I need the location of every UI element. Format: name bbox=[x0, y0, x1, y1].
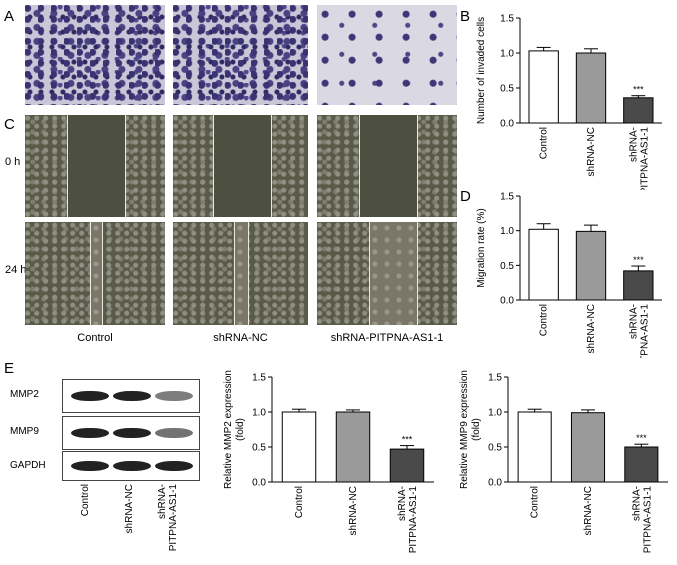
x-tick-label-e-mmp2-shrna-pitpna-as1-1: shRNA-PITPNA-AS1-1 bbox=[397, 486, 419, 554]
x-tick-label-d-shrna-pitpna-as1-1: shRNA-PITPNA-AS1-1 bbox=[628, 304, 650, 358]
x-tick-label-e-mmp2-shrna-nc: shRNA-NC bbox=[348, 486, 359, 535]
blot-strip-mmp9 bbox=[62, 416, 200, 450]
x-tick-label-d-shrna-nc: shRNA-NC bbox=[586, 304, 597, 353]
y-tick-label: 1.5 bbox=[488, 373, 502, 384]
y-tick-label: 0.5 bbox=[500, 261, 514, 272]
invasion-image-shrna-nc bbox=[173, 5, 308, 105]
y-tick-label: 1.0 bbox=[252, 408, 266, 419]
y-tick-label: 1.0 bbox=[500, 226, 514, 237]
y-tick-label: 0.0 bbox=[500, 296, 514, 307]
x-tick-label-b-control: Control bbox=[539, 127, 550, 159]
timepoint-label-0h: 0 h bbox=[5, 156, 21, 168]
chart-mmp2-expression: 0.0 0.5 1.0 1.5 Relative MMP2 expression(fol… bbox=[223, 370, 434, 554]
panel-letter-b: B bbox=[460, 8, 471, 25]
chart-mmp9-expression: 0.0 0.5 1.0 1.5 Relative MMP9 expression(fol… bbox=[459, 370, 668, 554]
y-axis-label: Migration rate (%) bbox=[476, 208, 487, 287]
panel-letter-d: D bbox=[460, 188, 471, 205]
y-tick-label: 1.5 bbox=[252, 373, 266, 384]
y-tick-label: 0.0 bbox=[488, 478, 502, 489]
timepoint-label-24h: 24 h bbox=[5, 264, 27, 276]
y-tick-label: 0.5 bbox=[252, 443, 266, 454]
bar-e-mmp2-shrna-pitpna-as1-1 bbox=[389, 448, 425, 483]
blot-label-mmp2: MMP2 bbox=[10, 389, 39, 400]
y-tick-label: 0.5 bbox=[500, 84, 514, 95]
bar-e-mmp9-shrna-nc bbox=[570, 412, 606, 483]
wound-image-shrna-nc-24h bbox=[173, 222, 308, 325]
bar-e-mmp9-control bbox=[517, 411, 552, 483]
x-tick-label-e-mmp9-shrna-nc: shRNA-NC bbox=[583, 486, 594, 535]
significance-e-mmp9-shrna-pitpna-as1-1: *** bbox=[636, 433, 647, 443]
blot-band-mmp9-lane-2 bbox=[113, 428, 151, 438]
blot-lane-label-shrna-nc: shRNA-NC bbox=[124, 484, 135, 533]
invasion-image-shrna-pitpna bbox=[317, 5, 457, 105]
y-tick-label: 1.5 bbox=[500, 192, 514, 203]
x-tick-label-b-shrna-nc: shRNA-NC bbox=[586, 127, 597, 176]
blot-band-mmp2-lane-1 bbox=[71, 391, 109, 401]
blot-lane-labels: Control shRNA-NC shRNA-PITPNA-AS1-1 bbox=[80, 484, 179, 552]
wound-image-control-0h bbox=[25, 115, 165, 217]
significance-b-shrna-pitpna-as1-1: *** bbox=[633, 85, 644, 95]
bar-e-mmp9-shrna-pitpna-as1-1 bbox=[624, 446, 659, 483]
y-axis-label: Relative MMP2 expression(fold) bbox=[223, 370, 246, 489]
blot-band-mmp9-lane-1 bbox=[71, 428, 109, 438]
y-tick-label: 0.0 bbox=[500, 119, 514, 130]
blot-strip-gapdh bbox=[62, 451, 200, 481]
column-label-shrna-nc: shRNA-NC bbox=[213, 332, 268, 344]
x-tick-label-d-control: Control bbox=[539, 304, 550, 336]
wound-image-shrna-pitpna-24h bbox=[317, 222, 457, 325]
x-tick-label-e-mmp9-shrna-pitpna-as1-1: shRNA-PITPNA-AS1-1 bbox=[631, 486, 653, 554]
bar-d-shrna-pitpna-as1-1 bbox=[623, 270, 654, 301]
blot-band-mmp2-lane-3 bbox=[155, 391, 193, 401]
column-label-shrna-pitpna: shRNA-PITPNA-AS1-1 bbox=[330, 332, 444, 344]
blot-label-mmp9: MMP9 bbox=[10, 426, 39, 437]
y-tick-label: 1.0 bbox=[488, 408, 502, 419]
y-axis-label: Number of invaded cells bbox=[476, 17, 487, 124]
blot-band-gapdh-lane-1 bbox=[71, 461, 109, 471]
panel-letter-c: C bbox=[4, 116, 15, 133]
y-tick-label: 1.0 bbox=[500, 49, 514, 60]
blot-label-gapdh: GAPDH bbox=[10, 460, 46, 471]
invasion-image-control bbox=[25, 5, 165, 105]
wound-image-shrna-nc-0h bbox=[173, 115, 308, 217]
bar-b-shrna-nc bbox=[575, 52, 607, 124]
x-tick-label-b-shrna-pitpna-as1-1: shRNA-PITPNA-AS1-1 bbox=[628, 127, 650, 190]
panel-letter-e: E bbox=[4, 360, 15, 377]
y-tick-label: 0.5 bbox=[488, 443, 502, 454]
x-tick-label-e-mmp2-control: Control bbox=[294, 486, 305, 518]
chart-migration-rate: 0.0 0.5 1.0 1.5 Migration rate (%) Control shR… bbox=[476, 192, 662, 358]
y-tick-label: 1.5 bbox=[500, 14, 514, 25]
bar-e-mmp2-control bbox=[281, 411, 317, 483]
bar-d-shrna-nc bbox=[575, 230, 607, 301]
column-label-control: Control bbox=[77, 332, 113, 344]
wound-image-shrna-pitpna-0h bbox=[317, 115, 457, 217]
bar-d-control bbox=[528, 228, 559, 301]
significance-d-shrna-pitpna-as1-1: *** bbox=[633, 255, 644, 265]
blot-strip-mmp2 bbox=[62, 379, 200, 413]
x-tick-label-e-mmp9-control: Control bbox=[530, 486, 541, 518]
blot-band-gapdh-lane-3 bbox=[155, 461, 193, 471]
bar-b-control bbox=[528, 50, 559, 124]
blot-lane-label-control: Control bbox=[80, 484, 91, 516]
blot-band-gapdh-lane-2 bbox=[113, 461, 151, 471]
chart-invaded-cells: 0.0 0.5 1.0 1.5 Number of invaded cells Contr… bbox=[476, 14, 662, 190]
bar-b-shrna-pitpna-as1-1 bbox=[623, 97, 654, 124]
significance-e-mmp2-shrna-pitpna-as1-1: *** bbox=[402, 435, 413, 445]
panel-letter-a: A bbox=[4, 8, 15, 25]
y-axis-label: Relative MMP9 expression(fold) bbox=[459, 370, 482, 489]
bar-e-mmp2-shrna-nc bbox=[335, 411, 371, 483]
y-tick-label: 0.0 bbox=[252, 478, 266, 489]
blot-lane-label-shrna-pitpna: shRNA-PITPNA-AS1-1 bbox=[157, 484, 179, 552]
wound-image-control-24h bbox=[25, 222, 165, 325]
blot-band-mmp9-lane-3 bbox=[155, 428, 193, 438]
blot-band-mmp2-lane-2 bbox=[113, 391, 151, 401]
